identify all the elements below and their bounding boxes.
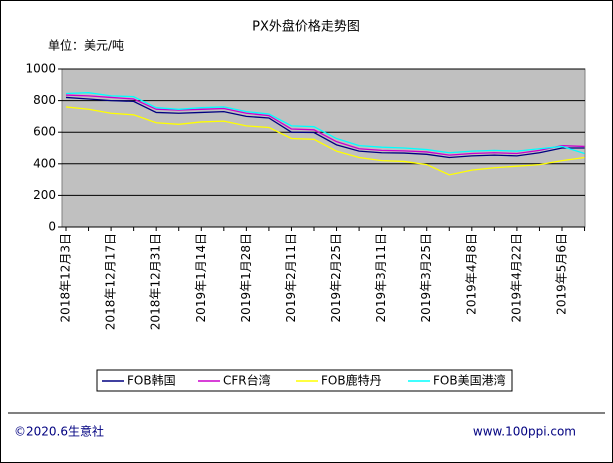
y-tick-label: 1000 xyxy=(25,62,56,76)
chart-title: PX外盘价格走势图 xyxy=(252,19,360,35)
series-line xyxy=(65,94,585,156)
copyright: ©2020.6生意社 xyxy=(14,424,104,439)
plot-area xyxy=(61,68,586,228)
legend-label: FOB美国港湾 xyxy=(433,373,506,388)
x-tick-label: 2018年12月31日 xyxy=(149,233,163,330)
x-tick-label: 2019年1月28日 xyxy=(239,233,253,322)
series-line xyxy=(65,92,585,155)
x-tick-label: 2018年12月3日 xyxy=(59,233,73,322)
y-tick-label: 600 xyxy=(33,125,56,139)
legend-label: FOB韩国 xyxy=(127,373,176,388)
x-tick-label: 2019年4月8日 xyxy=(464,233,478,315)
legend-label: CFR台湾 xyxy=(223,373,271,388)
series-line xyxy=(65,106,585,176)
x-tick-label: 2018年12月17日 xyxy=(104,233,118,330)
y-tick-label: 400 xyxy=(33,156,56,170)
series-line xyxy=(65,96,585,159)
unit-label: 单位：美元/吨 xyxy=(48,38,124,53)
x-tick-label: 2019年3月11日 xyxy=(374,233,388,322)
x-tick-label: 2019年2月11日 xyxy=(284,233,298,322)
x-tick-label: 2019年4月22日 xyxy=(509,233,523,322)
x-tick-label: 2019年3月25日 xyxy=(419,233,433,322)
y-tick-label: 0 xyxy=(48,220,56,234)
website: www.100ppi.com xyxy=(473,425,576,439)
legend-label: FOB鹿特丹 xyxy=(321,373,382,388)
y-tick-label: 800 xyxy=(33,93,56,107)
x-tick-label: 2019年5月6日 xyxy=(555,233,569,315)
y-tick-label: 200 xyxy=(33,188,56,202)
x-tick-label: 2019年1月14日 xyxy=(194,233,208,322)
x-tick-label: 2019年2月25日 xyxy=(329,233,343,322)
